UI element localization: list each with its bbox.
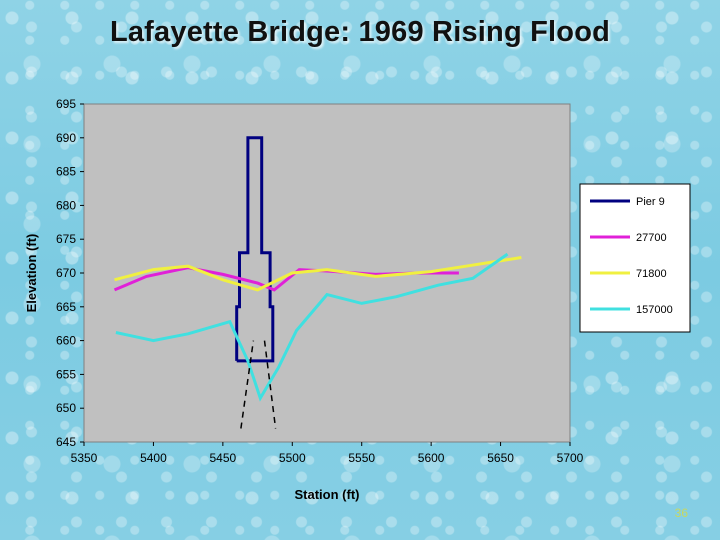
y-tick-label: 695: [56, 97, 76, 111]
x-tick-label: 5400: [140, 451, 167, 465]
y-axis-title: Elevation (ft): [24, 234, 39, 313]
x-tick-label: 5500: [279, 451, 306, 465]
y-axis-ticks: 645 650 655 660 665 670 675 680 685 690 695: [56, 97, 84, 449]
series-lines: [113, 136, 522, 429]
legend-box: [579, 183, 691, 333]
y-tick-label: 690: [56, 131, 76, 145]
y-tick-label: 685: [56, 165, 76, 179]
legend-label: 71800: [636, 268, 667, 280]
x-axis-title: Station (ft): [295, 487, 360, 502]
series-line-71800: [114, 256, 522, 292]
x-axis-ticks: 5350 5400 5450 5500 5550 5600 5650 5700: [71, 442, 584, 465]
pile-outline-dashed: [240, 340, 255, 429]
series-line-157000: [115, 252, 509, 402]
legend-label: 27700: [636, 232, 667, 244]
page-number: 36: [674, 506, 688, 520]
y-tick-label: 670: [56, 266, 76, 280]
series-line-pier-9: [235, 136, 275, 363]
x-tick-label: 5650: [487, 451, 514, 465]
slide-title: Lafayette Bridge: 1969 Rising Flood: [109, 16, 611, 48]
y-tick-label: 650: [56, 401, 76, 415]
legend: Pier 9 27700 71800 157000: [579, 183, 691, 333]
x-tick-label: 5450: [210, 451, 237, 465]
y-tick-label: 660: [56, 334, 76, 348]
y-tick-label: 645: [56, 435, 76, 449]
x-tick-label: 5600: [418, 451, 445, 465]
pile-outline-dashed: [263, 340, 277, 429]
x-tick-label: 5700: [557, 451, 584, 465]
x-tick-label: 5350: [71, 451, 98, 465]
x-tick-label: 5550: [348, 451, 375, 465]
y-tick-label: 655: [56, 367, 76, 381]
y-tick-label: 680: [56, 198, 76, 212]
y-tick-label: 665: [56, 300, 76, 314]
legend-label: Pier 9: [636, 196, 665, 208]
y-tick-label: 675: [56, 232, 76, 246]
legend-label: 157000: [636, 304, 673, 316]
